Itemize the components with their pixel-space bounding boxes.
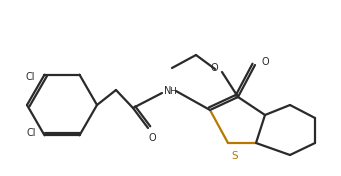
Text: O: O: [261, 57, 269, 67]
Text: O: O: [148, 133, 156, 143]
Text: Cl: Cl: [26, 128, 35, 138]
Text: S: S: [231, 151, 238, 161]
Text: N: N: [164, 86, 172, 96]
Text: Cl: Cl: [26, 72, 35, 82]
Text: H: H: [169, 86, 176, 96]
Text: O: O: [210, 63, 218, 73]
